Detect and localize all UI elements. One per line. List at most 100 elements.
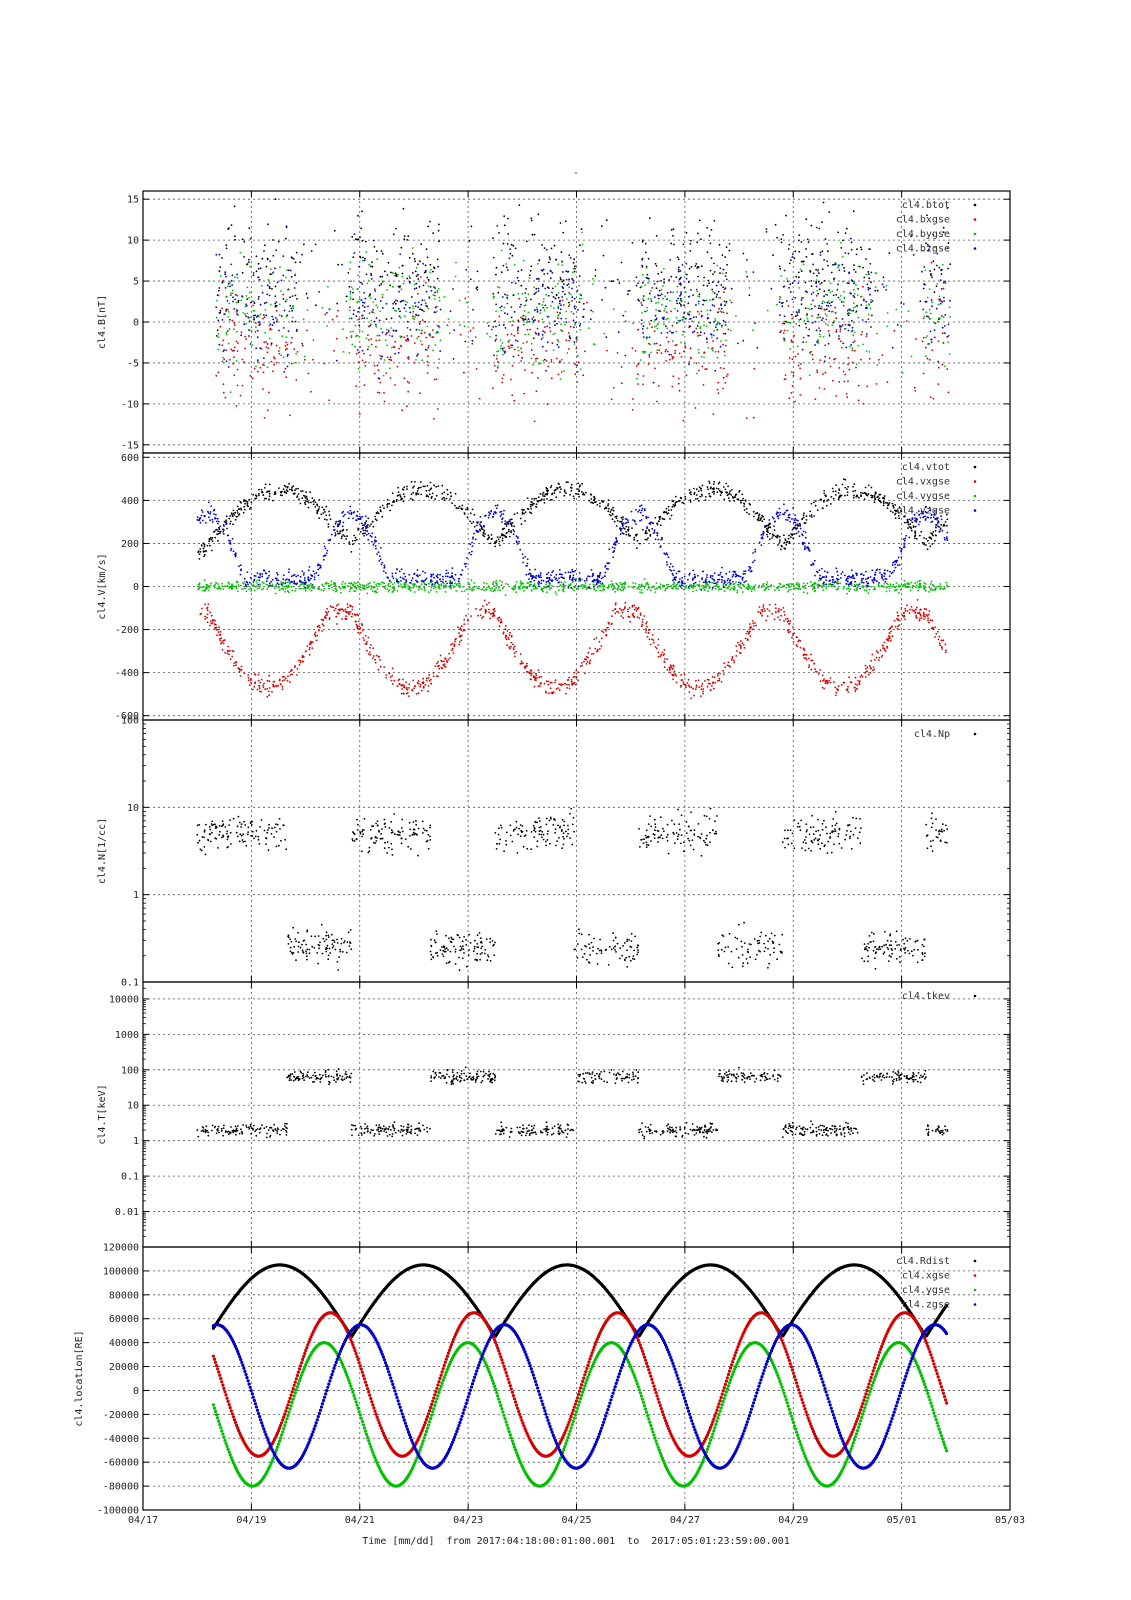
data-point-cl4.vxgse xyxy=(222,642,225,645)
data-point-cl4.vtot xyxy=(908,518,911,521)
data-point-cl4.bxgse xyxy=(406,405,408,408)
data-point-cl4.bygse xyxy=(830,310,833,313)
data-point-cl4.vxgse xyxy=(250,681,252,684)
data-point-cl4.btot xyxy=(746,275,749,278)
data-point-cl4.vxgse xyxy=(627,610,629,613)
data-point-cl4.bxgse xyxy=(797,353,799,355)
data-point-cl4.vxgse xyxy=(880,656,883,658)
data-point-cl4.bxgse xyxy=(496,366,499,369)
data-point-cl4.bxgse xyxy=(665,348,667,351)
data-point-cl4.btot xyxy=(742,252,745,255)
data-point-cl4.bzgse xyxy=(815,226,818,229)
data-point-cl4.bxgse xyxy=(921,340,924,343)
data-point-cl4.bxgse xyxy=(241,384,244,387)
data-point-cl4.vtot xyxy=(593,501,596,504)
data-point-cl4.vtot xyxy=(529,511,531,514)
data-point-cl4.vxgse xyxy=(891,635,894,638)
data-point-cl4.bxgse xyxy=(272,370,274,373)
data-point-cl4.bxgse xyxy=(394,384,396,386)
data-point-cl4.vtot xyxy=(793,533,796,535)
data-point-cl4.bygse xyxy=(217,336,220,339)
data-point-cl4.vxgse xyxy=(396,685,399,688)
data-point-cl4.btot xyxy=(533,293,536,295)
data-point-cl4.btot xyxy=(817,292,820,295)
data-point-cl4.bzgse xyxy=(669,258,672,261)
data-point-cl4.vxgse xyxy=(540,676,543,678)
data-point-cl4.vxgse xyxy=(489,617,491,620)
data-point-cl4.vxgse xyxy=(457,626,459,629)
data-point-cl4.bygse xyxy=(496,354,498,357)
data-point-cl4.vtot xyxy=(878,497,881,499)
data-point-cl4.vxgse xyxy=(731,655,734,658)
data-point-cl4.vxgse xyxy=(819,680,822,683)
data-point-cl4.bxgse xyxy=(610,398,613,401)
data-point-cl4.bygse xyxy=(591,310,594,313)
data-point-cl4.vtot xyxy=(852,485,854,488)
data-point-cl4.vxgse xyxy=(647,632,650,634)
data-point-cl4.btot xyxy=(810,280,813,282)
data-point-cl4.vtot xyxy=(776,536,779,539)
data-point-cl4.vtot xyxy=(607,499,610,501)
data-point-cl4.vxgse xyxy=(334,607,337,610)
data-point-cl4.bygse xyxy=(632,322,634,325)
data-point-cl4.btot xyxy=(415,287,418,289)
data-point-cl4.vtot xyxy=(689,499,692,502)
data-point-cl4.btot xyxy=(712,273,714,276)
data-point-cl4.vxgse xyxy=(940,639,943,642)
data-point-cl4.vxgse xyxy=(259,681,261,684)
data-point-cl4.vtot xyxy=(328,514,331,517)
data-point-cl4.vygse xyxy=(429,589,432,591)
data-point-cl4.vxgse xyxy=(332,606,335,609)
data-point-cl4.vtot xyxy=(788,541,791,543)
data-point-cl4.vxgse xyxy=(833,681,835,684)
data-point-cl4.bygse xyxy=(267,279,270,281)
data-point-cl4.vxgse xyxy=(645,625,648,628)
data-point-cl4.vtot xyxy=(814,500,817,502)
data-point-cl4.bygse xyxy=(664,295,666,298)
data-point-cl4.vxgse xyxy=(854,690,857,693)
data-point-cl4.vtot xyxy=(299,502,302,505)
y-tick-label: 200 xyxy=(121,539,139,550)
data-point-cl4.vxgse xyxy=(272,680,275,683)
data-point-cl4.btot xyxy=(427,278,430,281)
data-point-cl4.vtot xyxy=(704,496,707,498)
data-point-cl4.vxgse xyxy=(759,611,762,614)
data-point-cl4.vxgse xyxy=(808,666,810,669)
data-point-cl4.vxgse xyxy=(859,676,862,678)
data-point-cl4.vxgse xyxy=(669,664,672,667)
data-point-cl4.bzgse xyxy=(406,320,409,323)
data-point-cl4.vygse xyxy=(595,589,598,592)
data-point-cl4.bygse xyxy=(266,366,269,369)
data-point-cl4.btot xyxy=(826,250,829,253)
data-point-cl4.bzgse xyxy=(286,365,289,368)
data-point-cl4.bygse xyxy=(524,300,527,303)
data-point-cl4.bxgse xyxy=(536,357,539,360)
data-point-cl4.vtot xyxy=(386,503,389,506)
data-point-cl4.btot xyxy=(505,266,508,269)
data-point-cl4.bxgse xyxy=(236,384,239,387)
data-point-cl4.bzgse xyxy=(573,305,576,308)
data-point-cl4.bxgse xyxy=(781,322,784,325)
data-point-cl4.bygse xyxy=(554,285,557,288)
data-point-cl4.btot xyxy=(828,211,831,214)
data-point-cl4.bxgse xyxy=(431,336,434,339)
data-point-cl4.bzgse xyxy=(247,316,250,319)
data-point-cl4.bxgse xyxy=(722,332,725,335)
data-point-cl4.bxgse xyxy=(350,335,353,337)
data-point-cl4.vtot xyxy=(316,510,318,512)
data-point-cl4.btot xyxy=(833,277,836,280)
data-point-cl4.vtot xyxy=(211,540,214,543)
data-point-cl4.vtot xyxy=(524,520,526,522)
data-point-cl4.bygse xyxy=(557,292,560,294)
data-point-cl4.bxgse xyxy=(407,339,410,342)
data-point-cl4.bzgse xyxy=(571,296,574,299)
data-point-cl4.bxgse xyxy=(355,385,357,387)
data-point-cl4.bzgse xyxy=(943,300,945,302)
data-point-cl4.bxgse xyxy=(860,333,863,336)
data-point-cl4.vtot xyxy=(741,493,744,496)
data-point-cl4.bxgse xyxy=(724,382,727,384)
data-point-cl4.bxgse xyxy=(671,356,674,358)
data-point-cl4.bzgse xyxy=(836,288,839,291)
data-point-cl4.vtot xyxy=(268,495,271,498)
data-point-cl4.vxgse xyxy=(707,682,710,685)
